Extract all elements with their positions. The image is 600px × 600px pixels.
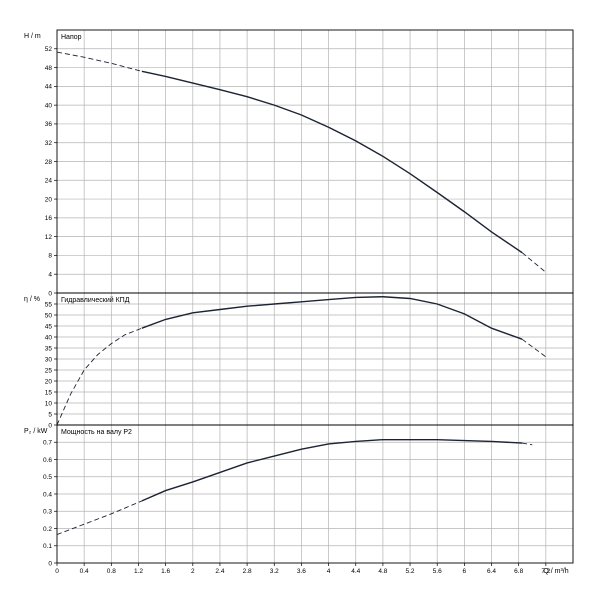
y-tick-label: 0.5 — [43, 474, 52, 481]
y-tick-label: 8 — [48, 253, 52, 260]
x-tick-label: 4.8 — [378, 568, 387, 575]
x-tick-label: 2.8 — [243, 568, 252, 575]
y-axis-title: H / m — [24, 33, 41, 40]
panel-title: Гидравлический КПД — [61, 296, 130, 304]
y-axis-title: η / % — [24, 296, 40, 303]
series-line-solid — [141, 296, 523, 340]
x-tick-label: 0.8 — [107, 568, 116, 575]
series-line-dashed — [56, 51, 142, 72]
x-tick-label: 2.4 — [215, 568, 224, 575]
y-tick-label: 4 — [48, 272, 52, 279]
series-line-solid — [141, 70, 523, 254]
y-tick-label: 5 — [48, 411, 52, 418]
y-tick-label: 55 — [45, 301, 53, 308]
y-tick-label: 15 — [45, 389, 53, 396]
y-tick-label: 36 — [45, 121, 53, 128]
y-tick-label: 40 — [45, 334, 53, 341]
x-tick-label: 5.6 — [433, 568, 442, 575]
x-tick-label: 2 — [191, 568, 195, 575]
x-tick-label: 3.2 — [270, 568, 279, 575]
y-tick-label: 0 — [48, 290, 52, 297]
grid-lines — [83, 30, 547, 563]
y-tick-label: 0.4 — [43, 491, 52, 498]
x-tick-label: 0 — [55, 568, 59, 575]
y-tick-label: 20 — [45, 196, 53, 203]
x-tick-label: 7.2 — [541, 568, 550, 575]
panel-frame — [56, 424, 574, 564]
y-tick-label: 28 — [45, 159, 53, 166]
y-tick-label: 0 — [48, 560, 52, 567]
y-tick-label: 0.2 — [43, 526, 52, 533]
panel-title: Напор — [61, 34, 82, 41]
y-tick-label: 45 — [45, 323, 53, 330]
y-tick-label: 0.1 — [43, 543, 52, 550]
y-tick-label: 52 — [45, 46, 53, 53]
y-tick-label: 25 — [45, 367, 53, 374]
y-tick-label: 32 — [45, 140, 53, 147]
x-tick-label: 6 — [463, 568, 467, 575]
panel-title: Мощность на валу P2 — [61, 429, 132, 436]
y-tick-label: 30 — [45, 356, 53, 363]
x-tick-label: 4.4 — [351, 568, 360, 575]
x-axis: 0 0.4 0.8 1.2 1.6 2 2.4 2.8 3.2 3.6 4 4.4 4.8 5.2 5.6 6… — [55, 563, 569, 575]
y-tick-label: 48 — [45, 65, 53, 72]
series-line-dashed — [522, 442, 533, 446]
x-tick-label: 3.6 — [297, 568, 306, 575]
x-axis-title: Q / m³/h — [543, 568, 568, 575]
x-tick-label: 1.6 — [161, 568, 170, 575]
y-tick-label: 44 — [45, 84, 53, 91]
y-tick-label: 0.7 — [43, 440, 52, 447]
x-tick-label: 0.4 — [80, 568, 89, 575]
panel-3: 0 0.1 0.2 0.3 0.4 0.5 0.6 0.7 P₂ / kW Мощность на… — [24, 424, 574, 567]
y-tick-label: 0.6 — [43, 457, 52, 464]
y-tick-label: 0.3 — [43, 509, 52, 516]
y-tick-label: 24 — [45, 178, 53, 185]
series-line-dashed — [56, 327, 143, 426]
x-tick-label: 6.4 — [487, 568, 496, 575]
series-line-dashed — [521, 252, 547, 273]
y-tick-label: 12 — [45, 234, 53, 241]
x-tick-label: 4 — [327, 568, 331, 575]
y-tick-label: 50 — [45, 312, 53, 319]
y-tick-label: 20 — [45, 378, 53, 385]
panel-2: 0 5 10 15 20 25 30 35 40 45 50 55 η / % Гидравлически… — [24, 292, 574, 429]
series-line-solid — [141, 438, 523, 502]
y-tick-label: 40 — [45, 102, 53, 109]
x-tick-label: 1.2 — [134, 568, 143, 575]
y-tick-label: 0 — [48, 422, 52, 429]
y-tick-label: 16 — [45, 215, 53, 222]
y-tick-label: 35 — [45, 345, 53, 352]
x-tick-label: 6.8 — [514, 568, 523, 575]
y-axis-title: P₂ / kW — [24, 428, 48, 435]
y-tick-label: 10 — [45, 400, 53, 407]
x-tick-label: 5.2 — [406, 568, 415, 575]
series-line-dashed — [56, 500, 143, 535]
series-line-dashed — [521, 338, 547, 358]
